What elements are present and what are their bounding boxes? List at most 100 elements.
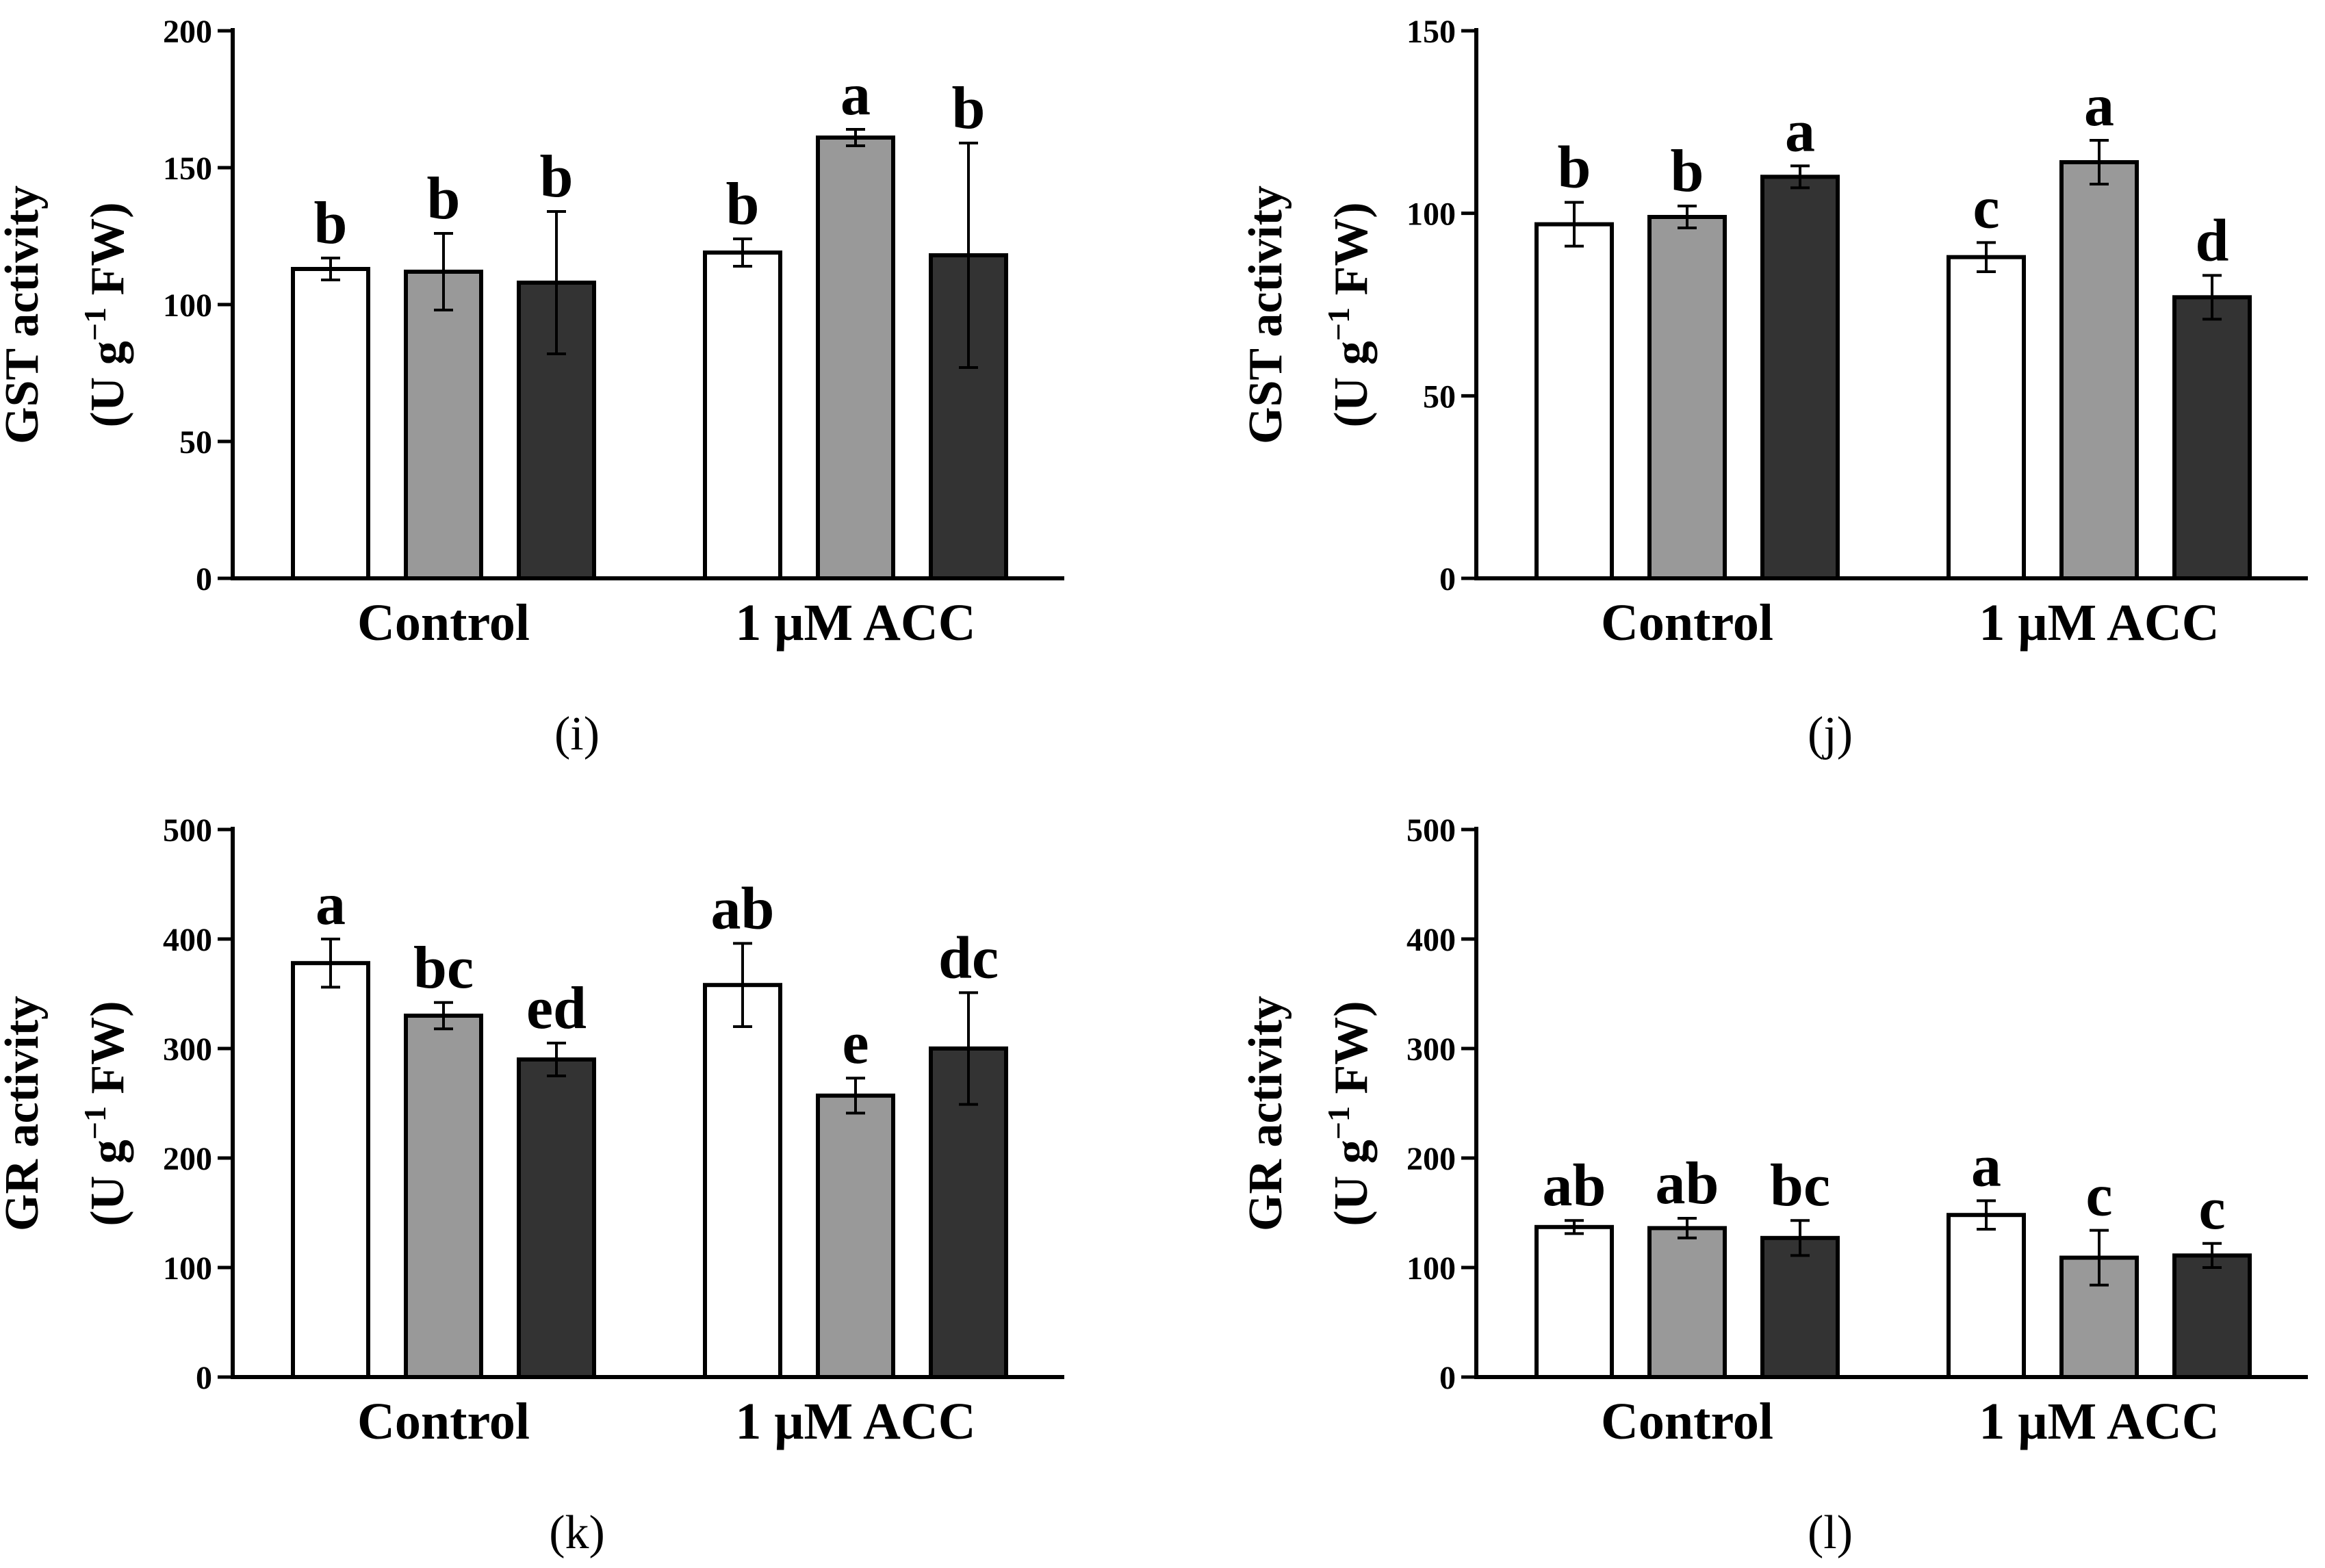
bar: [1534, 1224, 1614, 1380]
significance-letter: b: [540, 144, 574, 210]
panel-label: (k): [549, 1506, 605, 1559]
bar: [1647, 215, 1727, 580]
significance-letter: b: [1558, 135, 1591, 201]
significance-letter: dc: [938, 925, 999, 991]
chart-panel: ab a ab c bc c 0 100 200 300 400 500 Control 1 μM ACC…: [1239, 812, 2308, 1559]
chart-panel: a ab bc e ed dc 0 100 200 300 400 500 Control 1 μM AC…: [0, 812, 1064, 1559]
y-tick-label: 400: [163, 922, 212, 958]
y-tick-label: 0: [1439, 561, 1456, 597]
y-unit-part: FW): [1325, 1001, 1378, 1106]
y-tick-label: 0: [196, 1360, 212, 1396]
bar: [404, 1014, 483, 1379]
y-unit-part: (U g: [81, 1140, 134, 1226]
significance-letter: d: [2196, 207, 2229, 274]
significance-letter: b: [726, 171, 760, 237]
significance-letter: c: [1973, 175, 1999, 241]
y-axis-label: GST activity: [0, 185, 49, 444]
category-label: Control: [1601, 1393, 1773, 1450]
significance-letter: e: [842, 1010, 869, 1077]
bar: [703, 983, 782, 1379]
category-label: 1 μM ACC: [1979, 594, 2219, 652]
category-label: Control: [1601, 594, 1773, 652]
bar: [1647, 1226, 1727, 1380]
y-axis-label: GR activity: [1239, 996, 1292, 1231]
significance-letter: a: [2084, 73, 2114, 139]
y-tick-label: 500: [1406, 812, 1456, 849]
significance-letter: ab: [1543, 1153, 1606, 1219]
y-tick-label: 200: [163, 1141, 212, 1177]
y-unit-superscript: −1: [1321, 1106, 1356, 1140]
y-tick-label: 300: [1406, 1031, 1456, 1068]
category-label: 1 μM ACC: [735, 1393, 975, 1450]
y-unit-superscript: −1: [1321, 307, 1356, 341]
bar: [517, 1057, 596, 1379]
significance-letter: a: [1785, 98, 1815, 164]
y-axis-label: GST activity: [1239, 185, 1292, 444]
significance-letter: b: [952, 75, 986, 142]
y-unit-superscript: −1: [77, 1106, 112, 1140]
bar: [404, 270, 483, 580]
bar: [291, 267, 370, 580]
significance-letter: b: [427, 166, 461, 232]
bar: [2172, 1253, 2252, 1380]
bar: [1760, 1235, 1840, 1380]
y-tick-label: 300: [163, 1031, 212, 1068]
y-unit-part: FW): [81, 202, 134, 307]
bar: [703, 250, 782, 580]
bar: [1534, 222, 1614, 580]
y-tick-label: 100: [1406, 196, 1456, 233]
y-tick-label: 50: [179, 424, 212, 461]
y-tick-label: 0: [196, 561, 212, 597]
y-tick-label: 100: [1406, 1250, 1456, 1287]
bar: [816, 1093, 895, 1380]
category-label: Control: [357, 594, 530, 652]
y-unit-part: (U g: [81, 341, 134, 427]
y-unit-part: FW): [81, 1001, 134, 1106]
significance-letter: ab: [1656, 1151, 1719, 1217]
y-tick-label: 0: [1439, 1360, 1456, 1396]
significance-letter: ab: [711, 875, 775, 942]
y-tick-label: 50: [1423, 378, 1456, 415]
y-axis-unit-label: (U g−1 FW): [1321, 1001, 1378, 1226]
y-tick-label: 500: [163, 812, 212, 849]
significance-letter: bc: [1770, 1153, 1830, 1219]
y-unit-superscript: −1: [77, 307, 112, 341]
significance-letter: b: [1671, 138, 1704, 205]
y-axis-label: GR activity: [0, 996, 49, 1231]
panel-label: (j): [1808, 708, 1853, 760]
significance-letter: c: [2085, 1163, 2112, 1229]
y-unit-part: (U g: [1325, 341, 1378, 427]
bar: [2172, 295, 2252, 580]
chart-panel: b b b a b b 0 50 100 150 200 Control 1 μM ACC GST act…: [0, 14, 1064, 760]
significance-letter: a: [1971, 1133, 2001, 1199]
bar: [1947, 1213, 2026, 1379]
y-axis-unit-label: (U g−1 FW): [77, 202, 134, 427]
category-label: 1 μM ACC: [1979, 1393, 2219, 1450]
category-label: 1 μM ACC: [735, 594, 975, 652]
bar: [2059, 160, 2139, 580]
bar: [1760, 175, 1840, 581]
significance-letter: bc: [413, 935, 474, 1001]
bar: [816, 136, 895, 580]
y-tick-label: 100: [163, 287, 212, 324]
panel-label: (i): [554, 708, 600, 760]
y-tick-label: 100: [163, 1250, 212, 1287]
significance-letter: ed: [526, 975, 587, 1042]
y-tick-label: 200: [163, 14, 212, 50]
category-label: Control: [357, 1393, 530, 1450]
y-axis-unit-label: (U g−1 FW): [77, 1001, 134, 1226]
significance-letter: c: [2198, 1176, 2225, 1242]
y-axis-unit-label: (U g−1 FW): [1321, 202, 1378, 427]
significance-letter: a: [316, 871, 346, 938]
significance-letter: a: [840, 62, 871, 128]
y-tick-label: 200: [1406, 1141, 1456, 1177]
y-tick-label: 150: [163, 151, 212, 187]
y-tick-label: 150: [1406, 14, 1456, 50]
panel-label: (l): [1808, 1506, 1853, 1559]
y-unit-part: (U g: [1325, 1140, 1378, 1226]
y-tick-label: 400: [1406, 922, 1456, 958]
significance-letter: b: [314, 190, 348, 257]
chart-panel: b c b a a d 0 50 100 150 Control 1 μM ACC GST activi…: [1239, 14, 2308, 760]
bar: [1947, 255, 2026, 580]
